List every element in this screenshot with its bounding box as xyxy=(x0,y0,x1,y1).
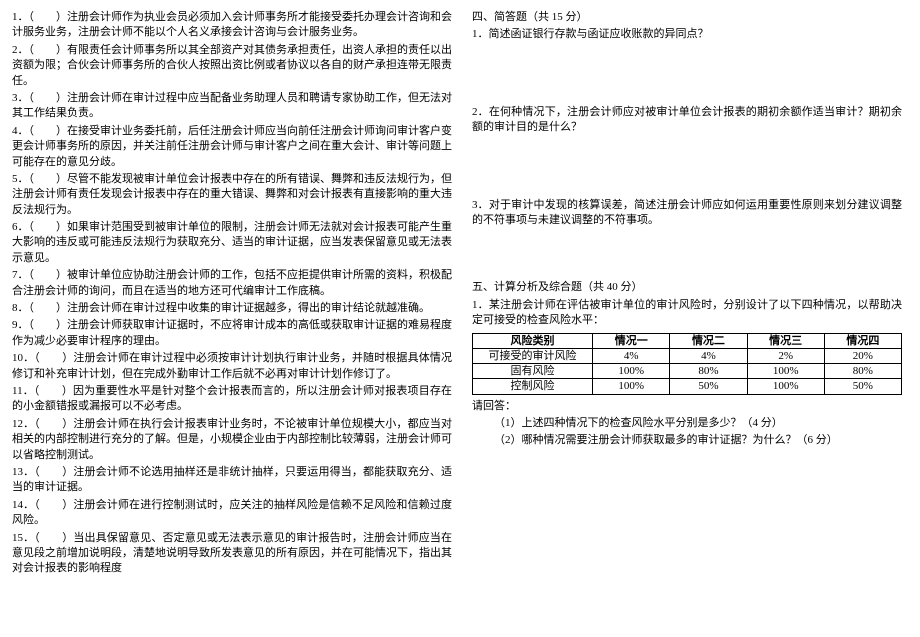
th-case1: 情况一 xyxy=(593,333,670,348)
section-4-q1: 1．简述函证银行存款与函证应收账款的异同点？ xyxy=(472,27,902,42)
table-header-row: 风险类别 情况一 情况二 情况三 情况四 xyxy=(473,333,902,348)
th-case3: 情况三 xyxy=(747,333,824,348)
th-category: 风险类别 xyxy=(473,333,593,348)
cell-value: 100% xyxy=(747,379,824,394)
question-5: 5．（ ）尽管不能发现被审计单位会计报表中存在的所有错误、舞弊和违反法规行为，但… xyxy=(12,172,452,218)
cell-value: 20% xyxy=(824,348,901,363)
question-15: 15．（ ）当出具保留意见、否定意见或无法表示意见的审计报告时，注册会计师应当在… xyxy=(12,531,452,577)
cell-value: 100% xyxy=(747,364,824,379)
section-5-title: 五、计算分析及综合题（共 40 分） xyxy=(472,280,902,295)
cell-value: 4% xyxy=(593,348,670,363)
cell-label: 控制风险 xyxy=(473,379,593,394)
right-column: 四、简答题（共 15 分） 1．简述函证银行存款与函证应收账款的异同点？ 2．在… xyxy=(472,10,902,627)
table-row: 固有风险 100% 80% 100% 80% xyxy=(473,364,902,379)
th-case2: 情况二 xyxy=(670,333,747,348)
question-2: 2．（ ）有限责任会计师事务所以其全部资产对其债务承担责任，出资人承担的责任以出… xyxy=(12,43,452,89)
left-column: 1．（ ）注册会计师作为执业会员必须加入会计师事务所才能接受委托办理会计咨询和会… xyxy=(12,10,452,627)
question-13: 13．（ ）注册会计师不论选用抽样还是非统计抽样，只要运用得当，都能获取充分、适… xyxy=(12,465,452,496)
question-8: 8．（ ）注册会计师在审计过程中收集的审计证据越多，得出的审计结论就越准确。 xyxy=(12,301,452,316)
table-row: 可接受的审计风险 4% 4% 2% 20% xyxy=(473,348,902,363)
cell-value: 100% xyxy=(593,364,670,379)
question-10: 10．（ ）注册会计师在审计过程中必须按审计计划执行审计业务，并随时根据具体情况… xyxy=(12,351,452,382)
th-case4: 情况四 xyxy=(824,333,901,348)
cell-label: 可接受的审计风险 xyxy=(473,348,593,363)
section-4-q3: 3．对于审计中发现的核算误差，简述注册会计师应如何运用重要性原则来划分建议调整的… xyxy=(472,198,902,229)
question-4: 4．（ ）在接受审计业务委托前，后任注册会计师应当向前任注册会计师询问审计客户变… xyxy=(12,124,452,170)
question-7: 7．（ ）被审计单位应协助注册会计师的工作，包括不应拒提供审计所需的资料，积极配… xyxy=(12,268,452,299)
risk-table: 风险类别 情况一 情况二 情况三 情况四 可接受的审计风险 4% 4% 2% 2… xyxy=(472,333,902,395)
section-4-q2: 2．在何种情况下，注册会计师应对被审计单位会计报表的期初余额作适当审计？期初余额… xyxy=(472,105,902,136)
question-14: 14．（ ）注册会计师在进行控制测试时，应关注的抽样风险是信赖不足风险和信赖过度… xyxy=(12,498,452,529)
question-1: 1．（ ）注册会计师作为执业会员必须加入会计师事务所才能接受委托办理会计咨询和会… xyxy=(12,10,452,41)
cell-value: 50% xyxy=(824,379,901,394)
question-6: 6．（ ）如果审计范围受到被审计单位的限制，注册会计师无法就对会计报表可能产生重… xyxy=(12,220,452,266)
cell-value: 2% xyxy=(747,348,824,363)
cell-value: 50% xyxy=(670,379,747,394)
table-row: 控制风险 100% 50% 100% 50% xyxy=(473,379,902,394)
question-11: 11．（ ）因为重要性水平是针对整个会计报表而言的，所以注册会计师对报表项目存在… xyxy=(12,384,452,415)
answer-prompt: 请回答： xyxy=(472,399,902,414)
cell-value: 4% xyxy=(670,348,747,363)
cell-value: 80% xyxy=(824,364,901,379)
section-5-q1: 1．某注册会计师在评估被审计单位的审计风险时，分别设计了以下四种情况，以帮助决定… xyxy=(472,298,902,329)
cell-value: 100% xyxy=(593,379,670,394)
question-3: 3．（ ）注册会计师在审计过程中应当配备业务助理人员和聘请专家协助工作，但无法对… xyxy=(12,91,452,122)
sub-question-2: （2）哪种情况需要注册会计师获取最多的审计证据？为什么？（6 分） xyxy=(472,433,902,448)
sub-question-1: （1）上述四种情况下的检查风险水平分别是多少？（4 分） xyxy=(472,416,902,431)
cell-value: 80% xyxy=(670,364,747,379)
cell-label: 固有风险 xyxy=(473,364,593,379)
question-9: 9．（ ）注册会计师获取审计证据时，不应将审计成本的高低或获取审计证据的难易程度… xyxy=(12,318,452,349)
question-12: 12．（ ）注册会计师在执行会计报表审计业务时，不论被审计单位规模大小，都应当对… xyxy=(12,417,452,463)
section-4-title: 四、简答题（共 15 分） xyxy=(472,10,902,25)
